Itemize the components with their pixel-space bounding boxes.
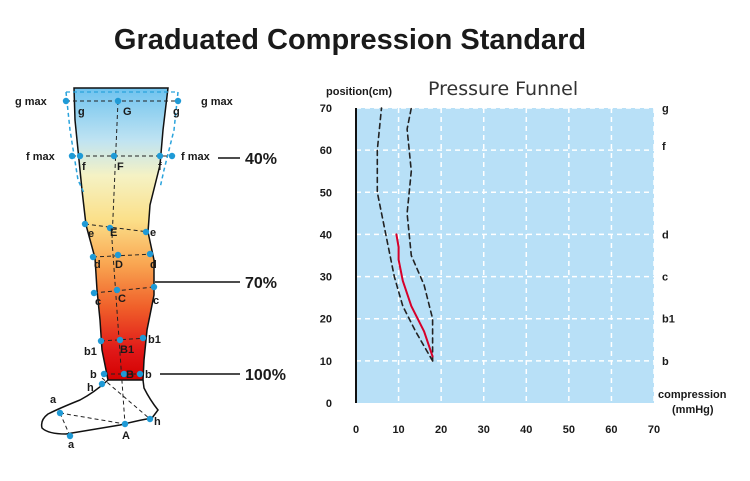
x-tick-label: 20 <box>435 424 447 436</box>
foot-outline <box>40 379 159 435</box>
series-group <box>376 107 434 362</box>
label-D: D <box>115 259 123 271</box>
right-axis-label: c <box>662 272 668 284</box>
right-axis-label: f <box>662 141 666 153</box>
chart-title: Pressure Funnel <box>428 78 578 100</box>
label-d-right: d <box>150 259 157 271</box>
right-axis-label: d <box>662 229 669 241</box>
label-f-left: f <box>82 161 86 173</box>
y-tick-label: 30 <box>320 272 332 284</box>
label-f-max-left: f max <box>26 151 56 163</box>
label-g-right: g <box>173 106 180 118</box>
label-h-right: h <box>154 416 161 428</box>
x-tick-labels: 0 10 20 30 40 50 60 70 <box>353 424 660 436</box>
x-tick-label: 30 <box>478 424 490 436</box>
percent-40: 40% <box>245 151 277 168</box>
label-e-right: e <box>150 227 156 239</box>
series-line-bound <box>406 107 434 362</box>
label-B1: B1 <box>120 344 134 356</box>
series-line-measured <box>395 233 434 358</box>
label-b1-left: b1 <box>84 346 97 358</box>
x-tick-label: 60 <box>605 424 617 436</box>
right-axis-label: b1 <box>662 314 675 326</box>
y-tick-labels: 0 10 20 30 40 50 60 70 <box>320 103 332 410</box>
label-B: B <box>126 369 134 381</box>
label-C: C <box>118 293 126 305</box>
label-c-left: c <box>95 296 101 308</box>
x-tick-label: 10 <box>392 424 404 436</box>
label-E: E <box>110 227 117 239</box>
series-line-bound <box>376 107 434 362</box>
label-d-left: d <box>94 259 101 271</box>
label-f-right: f <box>158 161 162 173</box>
label-e-left: e <box>88 228 94 240</box>
label-c-right: c <box>153 295 159 307</box>
right-axis-label: g <box>662 103 669 115</box>
label-b-left: b <box>90 369 97 381</box>
x-tick-label: 70 <box>648 424 660 436</box>
x-tick-label: 50 <box>563 424 575 436</box>
percent-100: 100% <box>245 367 286 384</box>
label-b1-right: b1 <box>148 334 161 346</box>
right-axis-label: b <box>662 356 669 368</box>
y-tick-label: 70 <box>320 103 332 115</box>
plot-area <box>356 108 654 403</box>
x-axis-label-line2: (mmHg) <box>672 404 714 416</box>
y-tick-label: 0 <box>326 398 332 410</box>
y-axis-label: position(cm) <box>326 86 392 98</box>
label-g-max-right: g max <box>201 96 234 108</box>
y-tick-label: 10 <box>320 356 332 368</box>
y-tick-label: 50 <box>320 187 332 199</box>
label-G: G <box>123 106 132 118</box>
x-tick-label: 0 <box>353 424 359 436</box>
label-b-right: b <box>145 369 152 381</box>
label-a-top: a <box>50 394 57 406</box>
page-title: Graduated Compression Standard <box>113 24 587 56</box>
label-f-max-right: f max <box>181 151 211 163</box>
label-h-left: h <box>87 382 94 394</box>
label-g-max-left: g max <box>15 96 48 108</box>
x-tick-label: 40 <box>520 424 532 436</box>
grid-lines <box>356 107 655 403</box>
label-a-bottom: a <box>68 439 75 451</box>
label-F: F <box>117 161 124 173</box>
x-axis-label-line1: compression <box>658 389 727 401</box>
y-tick-label: 20 <box>320 314 332 326</box>
label-A: A <box>122 430 130 442</box>
y-tick-label: 60 <box>320 145 332 157</box>
percent-70: 70% <box>245 275 277 292</box>
label-g-left: g <box>78 106 85 118</box>
right-axis-labels: g f d c b1 b <box>662 103 675 368</box>
y-tick-label: 40 <box>320 229 332 241</box>
